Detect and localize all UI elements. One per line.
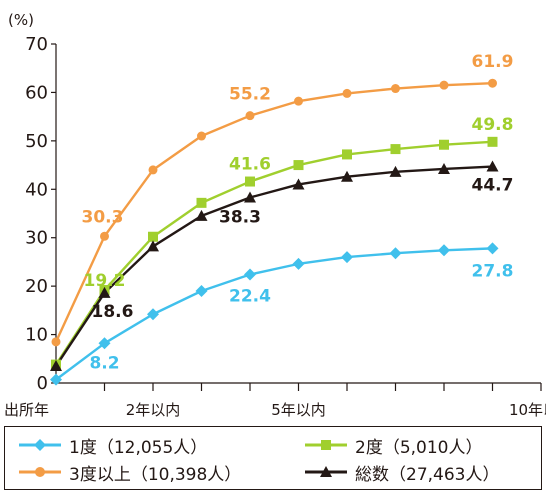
data-point [341, 170, 353, 182]
data-point [292, 178, 305, 190]
data-point [196, 197, 207, 208]
legend-circle-marker-icon [19, 467, 61, 477]
legend-item-series-2: 2度（5,010人） [305, 433, 483, 458]
data-label: 49.8 [472, 115, 514, 135]
legend-label-series-2: 2度（5,010人） [355, 437, 483, 458]
y-tick-label: 30 [25, 228, 48, 249]
data-point [245, 111, 255, 121]
data-point [244, 191, 256, 203]
data-point [148, 165, 158, 175]
data-label: 8.2 [89, 353, 119, 373]
series-line [54, 165, 493, 367]
legend-label-series-1: 1度（12,055人） [69, 437, 208, 458]
data-point [197, 131, 206, 141]
data-point [50, 373, 62, 386]
data-point [100, 231, 109, 241]
data-point [438, 162, 450, 174]
legend-square-marker-icon [305, 440, 347, 450]
data-point [293, 160, 304, 171]
legend-item-series-4: 総数（27,463人） [305, 460, 500, 485]
data-point [439, 80, 449, 90]
data-point [439, 139, 449, 150]
series-line [54, 82, 493, 343]
y-unit-label: (%) [8, 11, 34, 29]
legend-label-series-3: 3度以上（10,398人） [69, 464, 242, 485]
legend-label-series-4: 総数（27,463人） [355, 464, 500, 485]
data-point [390, 144, 401, 155]
legend-diamond-marker-icon [19, 439, 61, 451]
series-line [55, 247, 493, 381]
data-label: 18.6 [92, 302, 134, 322]
legend: 1度（12,055人） 2度（5,010人） 3度以上（10,398人） 総数（… [4, 426, 542, 490]
y-axis: 0 10 20 30 40 50 60 70 [25, 34, 57, 394]
y-tick-label: 10 [25, 325, 48, 346]
x-tick-label: 2年以内 [126, 401, 181, 419]
data-point [148, 231, 158, 242]
y-tick-label: 70 [25, 34, 48, 55]
data-label: 30.3 [82, 207, 124, 227]
data-point [195, 209, 208, 221]
data-point [389, 165, 402, 177]
data-label: 19.2 [84, 271, 126, 291]
data-point [488, 78, 497, 88]
y-tick-label: 40 [25, 179, 48, 200]
data-label: 44.7 [472, 176, 514, 196]
data-point [244, 268, 256, 281]
data-point [245, 176, 255, 187]
series-lines [54, 82, 493, 381]
data-point [389, 247, 402, 260]
legend-item-series-3: 3度以上（10,398人） [19, 460, 242, 485]
data-point [438, 244, 450, 257]
y-tick-label: 20 [25, 276, 48, 297]
y-tick-label: 0 [37, 373, 48, 394]
data-point [487, 136, 498, 147]
x-tick-label: 出所年 [4, 401, 49, 419]
x-tick-label: 10年以内 [509, 401, 546, 419]
data-label: 61.9 [472, 52, 514, 72]
legend-triangle-marker-icon [305, 466, 347, 477]
data-point [294, 96, 303, 106]
y-tick-label: 50 [25, 131, 48, 152]
data-point [50, 360, 62, 372]
series-line [54, 140, 493, 366]
data-point [391, 84, 400, 94]
data-label: 55.2 [229, 85, 271, 105]
legend-item-series-1: 1度（12,055人） [19, 433, 208, 458]
data-labels: 8.2 22.4 27.8 19.2 41.6 49.8 30.3 55.2 61.9 18.6 3… [82, 52, 514, 373]
data-point [486, 242, 499, 255]
y-tick-label: 60 [25, 82, 48, 103]
line-chart: (%) 0 10 20 30 40 50 60 70 出所年 2年以内 5年以内 10年以内 8.2… [4, 11, 546, 419]
data-point [98, 286, 111, 298]
data-point [292, 257, 305, 270]
data-point [195, 284, 208, 297]
data-label: 38.3 [219, 208, 261, 228]
data-point [51, 337, 61, 347]
data-point [147, 240, 159, 252]
data-point [486, 160, 499, 172]
data-label: 41.6 [229, 155, 271, 175]
x-tick-label: 5年以内 [271, 401, 326, 419]
data-label: 27.8 [472, 261, 514, 281]
data-point [342, 88, 352, 98]
data-point [98, 337, 111, 350]
data-point [341, 251, 353, 264]
series-markers [50, 78, 499, 386]
data-label: 22.4 [229, 287, 271, 307]
data-point [147, 308, 159, 321]
x-axis: 出所年 2年以内 5年以内 10年以内 [4, 382, 546, 419]
data-point [342, 149, 352, 160]
